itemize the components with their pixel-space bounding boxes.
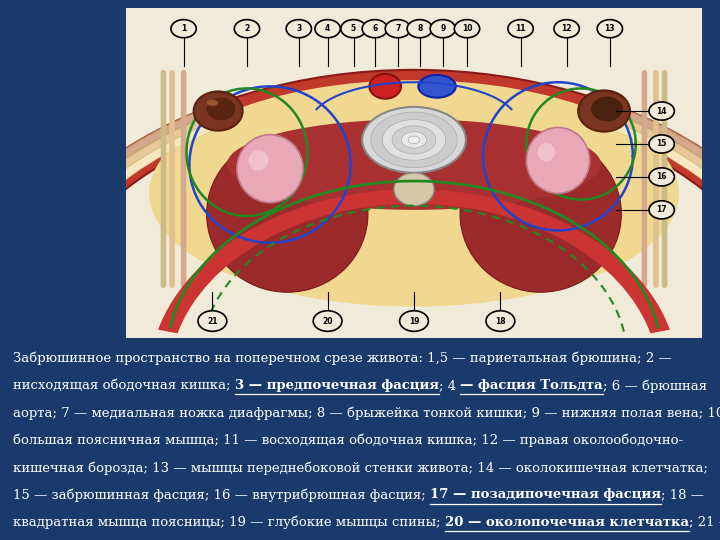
Wedge shape (0, 111, 203, 379)
Text: 3: 3 (296, 24, 302, 33)
Ellipse shape (362, 107, 466, 173)
Circle shape (649, 201, 675, 219)
Circle shape (234, 19, 260, 38)
Text: аорта; 7 — медиальная ножка диафрагмы; 8 — брыжейка тонкой кишки; 9 — нижняя пол: аорта; 7 — медиальная ножка диафрагмы; 8… (13, 406, 720, 420)
Text: 21: 21 (207, 316, 217, 326)
Text: Забрюшинное пространство на поперечном срезе живота: 1,5 — париетальная брюшина;: Забрюшинное пространство на поперечном с… (13, 352, 672, 365)
Ellipse shape (392, 126, 436, 154)
Text: 13: 13 (605, 24, 615, 33)
Text: большая поясничная мышца; 11 — восходящая ободочная кишка; 12 — правая околообод: большая поясничная мышца; 11 — восходяща… (13, 434, 683, 447)
Ellipse shape (394, 173, 434, 206)
Wedge shape (158, 189, 670, 333)
Ellipse shape (401, 132, 427, 148)
Text: 18: 18 (495, 316, 505, 326)
Circle shape (486, 310, 515, 332)
Ellipse shape (237, 134, 303, 202)
Text: ; 6 — брюшная: ; 6 — брюшная (603, 379, 707, 393)
Circle shape (313, 310, 342, 332)
Wedge shape (620, 118, 720, 379)
Text: 20: 20 (323, 316, 333, 326)
Text: 15: 15 (657, 139, 667, 148)
Ellipse shape (578, 91, 630, 132)
Circle shape (385, 19, 410, 38)
Wedge shape (3, 124, 214, 379)
Circle shape (597, 19, 623, 38)
Wedge shape (625, 111, 720, 379)
Text: 12: 12 (562, 24, 572, 33)
Text: — фасция Тольдта: — фасция Тольдта (460, 379, 603, 392)
Circle shape (400, 310, 428, 332)
Ellipse shape (207, 100, 218, 106)
Ellipse shape (591, 97, 623, 122)
Text: 2: 2 (244, 24, 250, 33)
Circle shape (341, 19, 366, 38)
Ellipse shape (227, 119, 601, 210)
Circle shape (430, 19, 456, 38)
Ellipse shape (194, 91, 243, 131)
Text: 6: 6 (372, 24, 377, 33)
Text: 1: 1 (181, 24, 186, 33)
Ellipse shape (371, 112, 457, 167)
Circle shape (315, 19, 341, 38)
Text: 16: 16 (657, 172, 667, 181)
Circle shape (286, 19, 312, 38)
Ellipse shape (382, 119, 446, 160)
Text: 8: 8 (417, 24, 423, 33)
Text: кишечная борозда; 13 — мышцы переднебоковой стенки живота; 14 — околокишечная кл: кишечная борозда; 13 — мышцы переднебоко… (13, 461, 708, 475)
Ellipse shape (460, 136, 621, 292)
Text: ; 4: ; 4 (438, 379, 460, 392)
Text: 20 — околопочечная клетчатка: 20 — околопочечная клетчатка (445, 516, 689, 529)
Circle shape (171, 19, 197, 38)
Circle shape (407, 19, 433, 38)
Ellipse shape (149, 80, 679, 307)
Circle shape (649, 102, 675, 120)
Circle shape (649, 168, 675, 186)
Circle shape (649, 135, 675, 153)
Text: 14: 14 (657, 106, 667, 116)
Circle shape (198, 310, 227, 332)
Text: нисходящая ободочная кишка;: нисходящая ободочная кишка; (13, 379, 235, 392)
Text: 17 — позадипочечная фасция: 17 — позадипочечная фасция (430, 488, 661, 501)
Circle shape (508, 19, 534, 38)
Text: 9: 9 (440, 24, 446, 33)
Text: 19: 19 (409, 316, 419, 326)
Ellipse shape (526, 127, 590, 193)
Ellipse shape (207, 136, 368, 292)
Text: 10: 10 (462, 24, 472, 33)
Wedge shape (0, 118, 208, 379)
Circle shape (362, 19, 387, 38)
Text: ; 21 —: ; 21 — (689, 516, 720, 529)
Ellipse shape (207, 98, 235, 120)
Ellipse shape (248, 150, 269, 171)
Wedge shape (0, 70, 720, 379)
Text: квадратная мышца поясницы; 19 — глубокие мышцы спины;: квадратная мышца поясницы; 19 — глубокие… (13, 516, 445, 529)
Text: ; 18 —: ; 18 — (661, 488, 704, 501)
Text: 17: 17 (657, 205, 667, 214)
Ellipse shape (408, 136, 420, 144)
Text: 11: 11 (516, 24, 526, 33)
Wedge shape (614, 124, 720, 379)
Ellipse shape (418, 75, 456, 98)
Circle shape (454, 19, 480, 38)
Text: 15 — забрюшинная фасция; 16 — внутрибрюшная фасция;: 15 — забрюшинная фасция; 16 — внутрибрюш… (13, 488, 430, 502)
Ellipse shape (369, 74, 401, 99)
Text: 4: 4 (325, 24, 330, 33)
Text: 3 — предпочечная фасция: 3 — предпочечная фасция (235, 379, 438, 392)
Text: 7: 7 (395, 24, 400, 33)
Text: 5: 5 (351, 24, 356, 33)
Ellipse shape (538, 143, 555, 161)
Circle shape (554, 19, 580, 38)
